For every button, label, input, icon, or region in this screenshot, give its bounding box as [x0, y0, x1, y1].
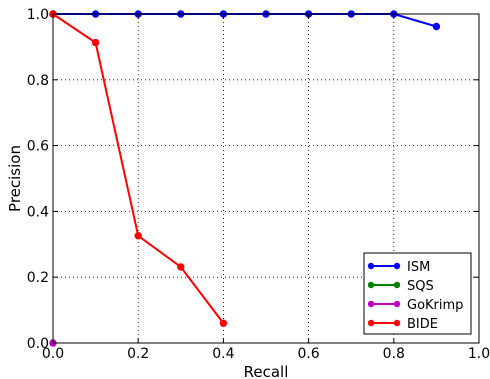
x-tick-label: 0.4: [212, 346, 234, 362]
legend-marker: [393, 281, 401, 289]
x-tick-label: 1.0: [468, 346, 490, 362]
legend-marker: [367, 281, 375, 289]
legend-marker: [367, 262, 375, 270]
x-tick-label: 0.0: [42, 346, 64, 362]
legend-label: SQS: [407, 279, 434, 294]
legend-marker: [393, 262, 401, 270]
y-tick-label: 0.6: [27, 139, 49, 155]
legend-marker: [393, 319, 401, 327]
legend-marker: [367, 319, 375, 327]
data-point: [134, 232, 142, 240]
y-tick-label: 0.0: [27, 336, 49, 352]
legend-item: BIDE: [367, 317, 438, 332]
x-axis-label: Recall: [244, 363, 289, 379]
data-point: [432, 22, 441, 31]
data-point: [91, 38, 100, 47]
legend: ISM SQS GoKrimp BIDE: [363, 252, 472, 335]
y-tick-label: 1.0: [27, 7, 49, 23]
legend-marker: [367, 300, 375, 308]
y-tick-label: 0.8: [27, 73, 49, 89]
plot-frame: [52, 13, 480, 344]
legend-label: BIDE: [407, 317, 438, 332]
x-tick-label: 0.8: [383, 346, 405, 362]
legend-item: ISM: [367, 260, 430, 275]
legend-label: ISM: [407, 260, 430, 275]
legend-marker: [393, 300, 401, 308]
y-tick-label: 0.4: [27, 204, 49, 220]
series-line: [53, 13, 437, 28]
x-tick-label: 0.6: [297, 346, 319, 362]
legend-item: SQS: [367, 279, 434, 294]
legend-item: GoKrimp: [367, 298, 463, 313]
data-point: [219, 319, 228, 327]
data-point: [177, 263, 185, 271]
y-tick-label: 0.2: [27, 270, 49, 286]
ticks: 0.0 0.2 0.4 0.6 0.8 1.0 0.0 0.2 0.4 0.6 0.8 1.0: [27, 7, 490, 362]
grid: [53, 14, 479, 343]
legend-label: GoKrimp: [407, 298, 463, 313]
x-tick-label: 0.2: [127, 346, 149, 362]
y-axis-label: Precision: [6, 145, 24, 212]
